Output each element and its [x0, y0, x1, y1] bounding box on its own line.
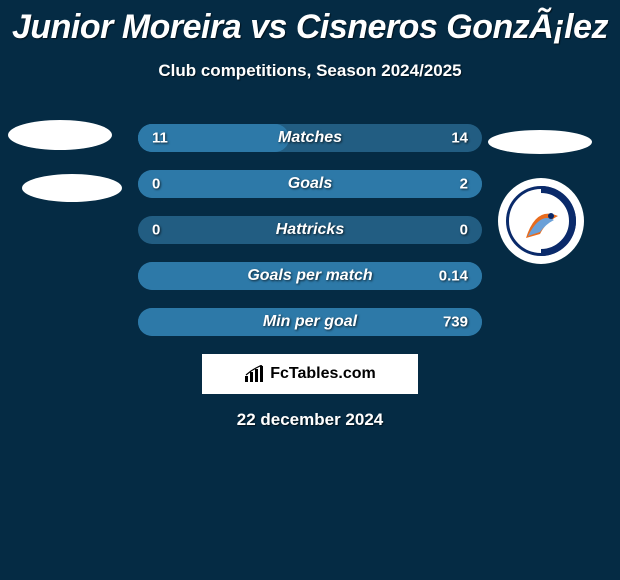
stat-row: 0 Goals 2	[138, 170, 482, 198]
left-team-badge	[8, 120, 122, 226]
stat-label: Goals	[288, 175, 332, 193]
stat-row: Min per goal 739	[138, 308, 482, 336]
right-team-badge	[498, 178, 584, 264]
stat-value-right: 14	[451, 130, 468, 147]
stat-value-right: 2	[460, 176, 468, 193]
right-badge-circle	[498, 178, 584, 264]
stat-row: 11 Matches 14	[138, 124, 482, 152]
bar-chart-icon	[244, 365, 264, 383]
right-badge-top-shape	[488, 130, 592, 154]
fctables-logo-text: FcTables.com	[270, 365, 376, 383]
stat-row: 0 Hattricks 0	[138, 216, 482, 244]
left-badge-shape-2	[22, 174, 122, 202]
snapshot-date: 22 december 2024	[0, 410, 620, 430]
right-badge-emblem	[506, 186, 576, 256]
fctables-logo: FcTables.com	[202, 354, 418, 394]
stat-value-right: 0	[460, 222, 468, 239]
left-badge-shape-1	[8, 120, 112, 150]
stat-value-left: 0	[152, 222, 160, 239]
page-title: Junior Moreira vs Cisneros GonzÃ¡lez	[0, 0, 620, 47]
stat-value-right: 0.14	[439, 268, 468, 285]
page-subtitle: Club competitions, Season 2024/2025	[0, 61, 620, 81]
stat-label: Min per goal	[263, 313, 357, 331]
stat-value-right: 739	[443, 314, 468, 331]
stat-label: Hattricks	[276, 221, 344, 239]
stat-label: Goals per match	[247, 267, 372, 285]
stat-value-left: 11	[152, 130, 168, 147]
stats-container: 11 Matches 14 0 Goals 2 0 Hattricks 0 Goals per m…	[138, 124, 482, 354]
stat-label: Matches	[278, 129, 342, 147]
correcaminos-icon	[506, 186, 576, 256]
stat-row: Goals per match 0.14	[138, 262, 482, 290]
stat-value-left: 0	[152, 176, 160, 193]
